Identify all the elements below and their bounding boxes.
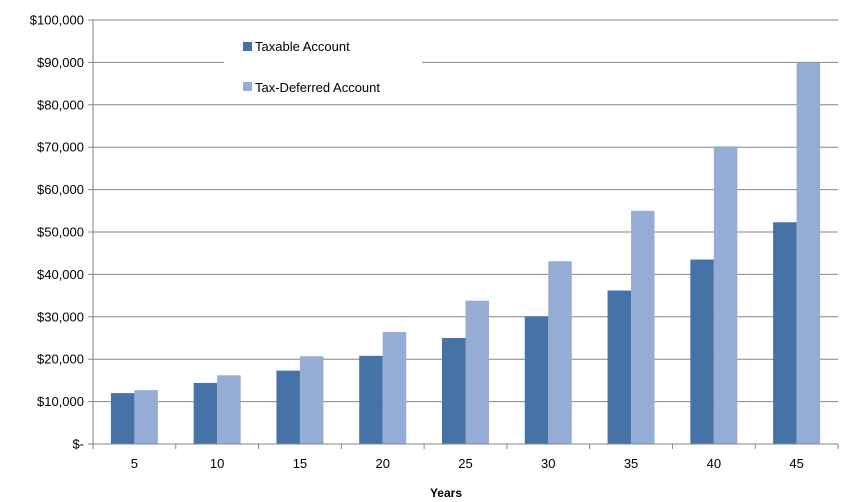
x-tick-label: 25 [458,456,472,471]
y-tick-label: $50,000 [37,225,84,240]
y-tick-label: $100,000 [30,13,84,28]
y-axis-tick-labels: $- $10,000 $20,000 $30,000 $40,000 $50,000 $60… [30,13,84,452]
legend-background [224,30,422,102]
x-tick-label: 10 [210,456,224,471]
legend-swatch-taxable [243,42,252,51]
gridlines [93,19,838,403]
bar-taxable-5 [110,393,135,444]
bar-taxable-45 [773,222,797,444]
bar-tax-deferred-5 [134,390,158,444]
x-tick-label: 15 [293,456,307,471]
x-tick-label: 40 [707,456,721,471]
y-tick-label: $90,000 [37,55,84,70]
bar-taxable-20 [359,355,383,444]
x-tick-label: 20 [375,456,389,471]
bar-tax-deferred-20 [382,332,407,444]
x-axis-tick-labels: 5 10 15 20 25 30 35 40 45 [131,456,804,471]
y-tick-label: $70,000 [37,140,84,155]
legend: Taxable Account Tax-Deferred Account [224,30,422,102]
y-tick-label: $80,000 [37,97,84,112]
bar-taxable-25 [442,338,466,444]
legend-label-tax-deferred: Tax-Deferred Account [255,80,380,95]
bar-tax-deferred-30 [548,261,572,444]
y-tick-label: $20,000 [37,352,84,367]
legend-label-taxable: Taxable Account [255,39,350,54]
bar-tax-deferred-40 [713,146,738,445]
bar-taxable-30 [524,316,549,444]
x-tick-label: 5 [131,456,138,471]
y-tick-label: $40,000 [37,267,84,282]
x-tick-label: 45 [789,456,803,471]
x-tick-label: 30 [541,456,555,471]
x-tick-label: 35 [624,456,638,471]
legend-swatch-tax-deferred [243,82,252,91]
bar-tax-deferred-35 [631,210,655,444]
bar-tax-deferred-25 [465,300,489,444]
y-tick-label: $30,000 [37,309,84,324]
y-tick-label: $10,000 [37,394,84,409]
bar-taxable-35 [607,290,632,444]
bar-taxable-40 [690,259,714,444]
bars [110,62,821,445]
y-tick-label: $- [72,437,84,452]
bar-taxable-10 [193,382,218,444]
y-tick-label: $60,000 [37,182,84,197]
axes [88,19,839,449]
bar-tax-deferred-10 [217,375,241,444]
bar-tax-deferred-15 [299,356,324,444]
bar-taxable-15 [276,370,300,444]
bar-tax-deferred-45 [796,62,821,444]
x-axis-title: Years [430,486,462,500]
